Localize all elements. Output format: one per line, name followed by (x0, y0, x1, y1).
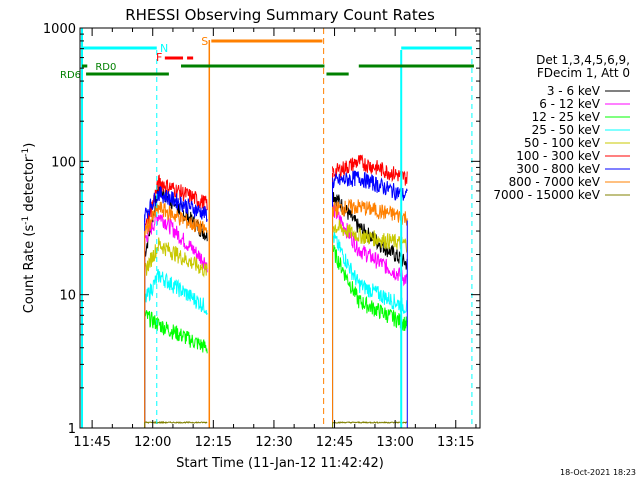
legend-label: 7000 - 15000 keV (493, 188, 600, 202)
legend-label: 12 - 25 keV (532, 110, 601, 124)
generation-timestamp: 18-Oct-2021 18:23 (560, 468, 636, 477)
legend: Det 1,3,4,5,6,9, FDecim 1, Att 0 3 - 6 k… (493, 53, 630, 202)
attenuator-label: S (201, 35, 208, 48)
legend-header-line2: FDecim 1, Att 0 (537, 66, 630, 80)
y-axis-label-end: ) (22, 143, 37, 148)
x-axis: 11:45 12:00 12:15 12:30 12:45 13:00 13:15 (73, 28, 477, 450)
rd6-label: RD6 (60, 70, 81, 81)
chart-title: RHESSI Observing Summary Count Rates (125, 6, 435, 24)
y-axis-label: Count Rate (s-1 detector-1) (21, 143, 37, 314)
y-axis: 1 10 100 1000 (43, 22, 480, 437)
series-line-a (144, 185, 208, 223)
x-tick-label: 11:45 (73, 435, 110, 450)
y-axis-label-sup1: -1 (21, 216, 31, 225)
x-tick-label: 12:30 (255, 435, 292, 450)
x-tick-label: 12:15 (195, 435, 232, 450)
flare-label: F (156, 51, 162, 64)
saa-label: N (160, 42, 168, 55)
series-line-a (144, 269, 208, 315)
x-tick-label: 13:15 (437, 435, 474, 450)
y-tick-label: 1 (68, 422, 76, 437)
series-line-b (332, 154, 408, 186)
legend-label: 800 - 7000 keV (509, 175, 601, 189)
legend-label: 3 - 6 keV (547, 84, 601, 98)
y-axis-label-sup2: -1 (21, 148, 31, 157)
rd0-label: RD0 (95, 62, 116, 73)
x-tick-label: 12:00 (134, 435, 171, 450)
y-tick-label: 100 (51, 155, 76, 170)
legend-header-line1: Det 1,3,4,5,6,9, (536, 53, 630, 67)
legend-label: 6 - 12 keV (539, 97, 601, 111)
legend-label: 50 - 100 keV (524, 136, 601, 150)
y-tick-label: 10 (59, 289, 76, 304)
legend-label: 100 - 300 keV (516, 149, 600, 163)
series-line-a (144, 201, 208, 237)
series-line-a (144, 237, 208, 278)
series-line-a (144, 213, 208, 273)
series-line-a (144, 310, 208, 354)
x-axis-label: Start Time (11-Jan-12 11:42:42) (176, 456, 384, 471)
series-line-b (332, 245, 408, 331)
legend-label: 25 - 50 keV (532, 123, 601, 137)
series-line-a (144, 420, 208, 424)
series-line-b (332, 229, 408, 314)
series-line-b (332, 420, 408, 424)
series-line-b (332, 218, 408, 253)
y-tick-label: 1000 (43, 22, 76, 37)
y-axis-label-main: Count Rate (s (22, 225, 37, 314)
data-layer (144, 154, 408, 428)
x-tick-label: 12:45 (316, 435, 353, 450)
y-axis-label-mid: detector (22, 156, 37, 216)
legend-label: 300 - 800 keV (516, 162, 600, 176)
status-bars: S NF RD0 RD6 (60, 28, 474, 428)
x-tick-label: 13:00 (376, 435, 413, 450)
plot-frame (79, 27, 481, 429)
series-line-b (332, 198, 408, 226)
series-line-b (332, 170, 408, 201)
